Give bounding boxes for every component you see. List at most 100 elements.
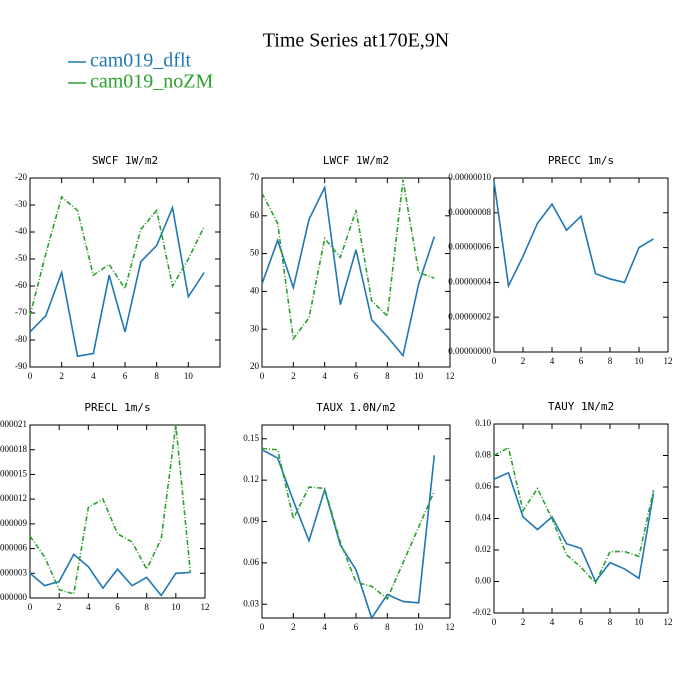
y-tick-label: 0.00000009 <box>0 518 28 528</box>
legend-label: cam019_noZM <box>90 71 214 93</box>
x-tick-label: 12 <box>664 617 673 627</box>
y-tick-label: 0.00000004 <box>448 276 491 286</box>
figure-title: Time Series at170E,9N <box>263 30 449 52</box>
x-tick-label: 0 <box>492 356 497 366</box>
x-tick-label: 4 <box>322 622 327 632</box>
panel-title: LWCF 1W/m2 <box>323 154 389 167</box>
plot-frame <box>493 423 669 614</box>
x-tick-label: 10 <box>171 602 181 612</box>
series-line <box>261 184 436 358</box>
y-tick-label: 0.00000010 <box>448 172 491 182</box>
x-tick-label: 10 <box>635 356 645 366</box>
x-tick-label: 4 <box>322 371 327 381</box>
x-tick-label: 0 <box>260 371 265 381</box>
series-line <box>29 195 205 316</box>
y-tick-label: 0.00000000 <box>448 346 491 356</box>
panel-title: TAUY 1N/m2 <box>548 400 614 413</box>
x-tick-label: 2 <box>57 602 62 612</box>
x-tick-label: 0 <box>492 617 497 627</box>
y-tick-label: 0.06 <box>243 557 259 567</box>
series-line <box>493 446 655 585</box>
y-tick-label: 0.00000002 <box>448 311 491 321</box>
panel-title: PRECL 1m/s <box>84 401 150 414</box>
series-line <box>493 181 654 289</box>
series-line <box>493 471 655 584</box>
y-tick-label: -80 <box>15 334 27 344</box>
y-tick-label: 30 <box>250 323 260 333</box>
y-tick-label: 0.03 <box>243 598 259 608</box>
y-tick-label: -70 <box>15 307 27 317</box>
panel-title: TAUX 1.0N/m2 <box>316 401 395 414</box>
x-tick-label: 10 <box>414 371 424 381</box>
x-tick-label: 12 <box>446 371 455 381</box>
x-tick-label: 2 <box>291 371 296 381</box>
series-line <box>29 204 205 358</box>
y-tick-label: 0.00000008 <box>448 207 491 217</box>
series-line <box>261 447 436 600</box>
x-tick-label: 6 <box>579 356 584 366</box>
y-tick-label: 0.04 <box>475 513 491 523</box>
y-tick-label: -50 <box>15 253 27 263</box>
y-tick-label: -30 <box>15 199 27 209</box>
y-tick-label: 0.15 <box>243 433 259 443</box>
x-tick-label: 6 <box>354 371 359 381</box>
plot-frame <box>493 177 669 353</box>
y-tick-label: -0.02 <box>472 607 491 617</box>
y-tick-label: 50 <box>250 248 260 258</box>
y-tick-label: 0.00000006 <box>0 543 28 553</box>
x-tick-label: 8 <box>385 371 390 381</box>
y-tick-label: 0.08 <box>475 450 491 460</box>
x-tick-label: 6 <box>123 371 128 381</box>
x-tick-label: 10 <box>635 617 645 627</box>
y-tick-label: 0.00000006 <box>448 242 491 252</box>
y-tick-label: 0.00000015 <box>0 468 28 478</box>
x-tick-label: 12 <box>446 622 455 632</box>
x-tick-label: 2 <box>59 371 64 381</box>
x-tick-label: 2 <box>291 622 296 632</box>
x-tick-label: 8 <box>385 622 390 632</box>
x-tick-label: 4 <box>91 371 96 381</box>
y-tick-label: -40 <box>15 226 27 236</box>
series-line <box>261 179 435 341</box>
series-line <box>29 424 192 595</box>
y-tick-label: 0.06 <box>475 481 491 491</box>
x-tick-label: 8 <box>154 371 159 381</box>
x-tick-label: 4 <box>550 617 555 627</box>
panel-title: SWCF 1W/m2 <box>92 154 158 167</box>
x-tick-label: 2 <box>521 356 526 366</box>
y-tick-label: 0.00000021 <box>0 419 27 429</box>
y-tick-label: 60 <box>250 210 260 220</box>
y-tick-label: 0.10 <box>475 418 491 428</box>
x-tick-label: 0 <box>28 371 33 381</box>
y-tick-label: 0.00000000 <box>0 592 28 602</box>
series-line <box>29 553 191 597</box>
y-tick-label: 0.09 <box>243 516 259 526</box>
y-tick-label: 0.00000012 <box>0 493 27 503</box>
x-tick-label: 6 <box>579 617 584 627</box>
y-tick-label: 0.02 <box>475 544 491 554</box>
x-tick-label: 8 <box>608 356 613 366</box>
y-tick-label: -90 <box>15 361 27 371</box>
x-tick-label: 0 <box>260 622 265 632</box>
y-tick-label: 20 <box>250 361 260 371</box>
x-tick-label: 8 <box>144 602 149 612</box>
series-line <box>261 449 436 620</box>
x-tick-label: 6 <box>354 622 359 632</box>
x-tick-label: 10 <box>184 371 194 381</box>
x-tick-label: 6 <box>115 602 120 612</box>
y-tick-label: 70 <box>250 172 260 182</box>
y-tick-label: 0.00000018 <box>0 444 28 454</box>
x-tick-label: 10 <box>414 622 424 632</box>
x-tick-label: 0 <box>28 602 33 612</box>
x-tick-label: 12 <box>201 602 210 612</box>
panel-title: PRECC 1m/s <box>548 154 614 167</box>
y-tick-label: -20 <box>15 172 27 182</box>
y-tick-label: -60 <box>15 280 27 290</box>
x-tick-label: 2 <box>521 617 526 627</box>
x-tick-label: 8 <box>608 617 613 627</box>
legend-label: cam019_dflt <box>90 50 192 72</box>
x-tick-label: 12 <box>664 356 673 366</box>
